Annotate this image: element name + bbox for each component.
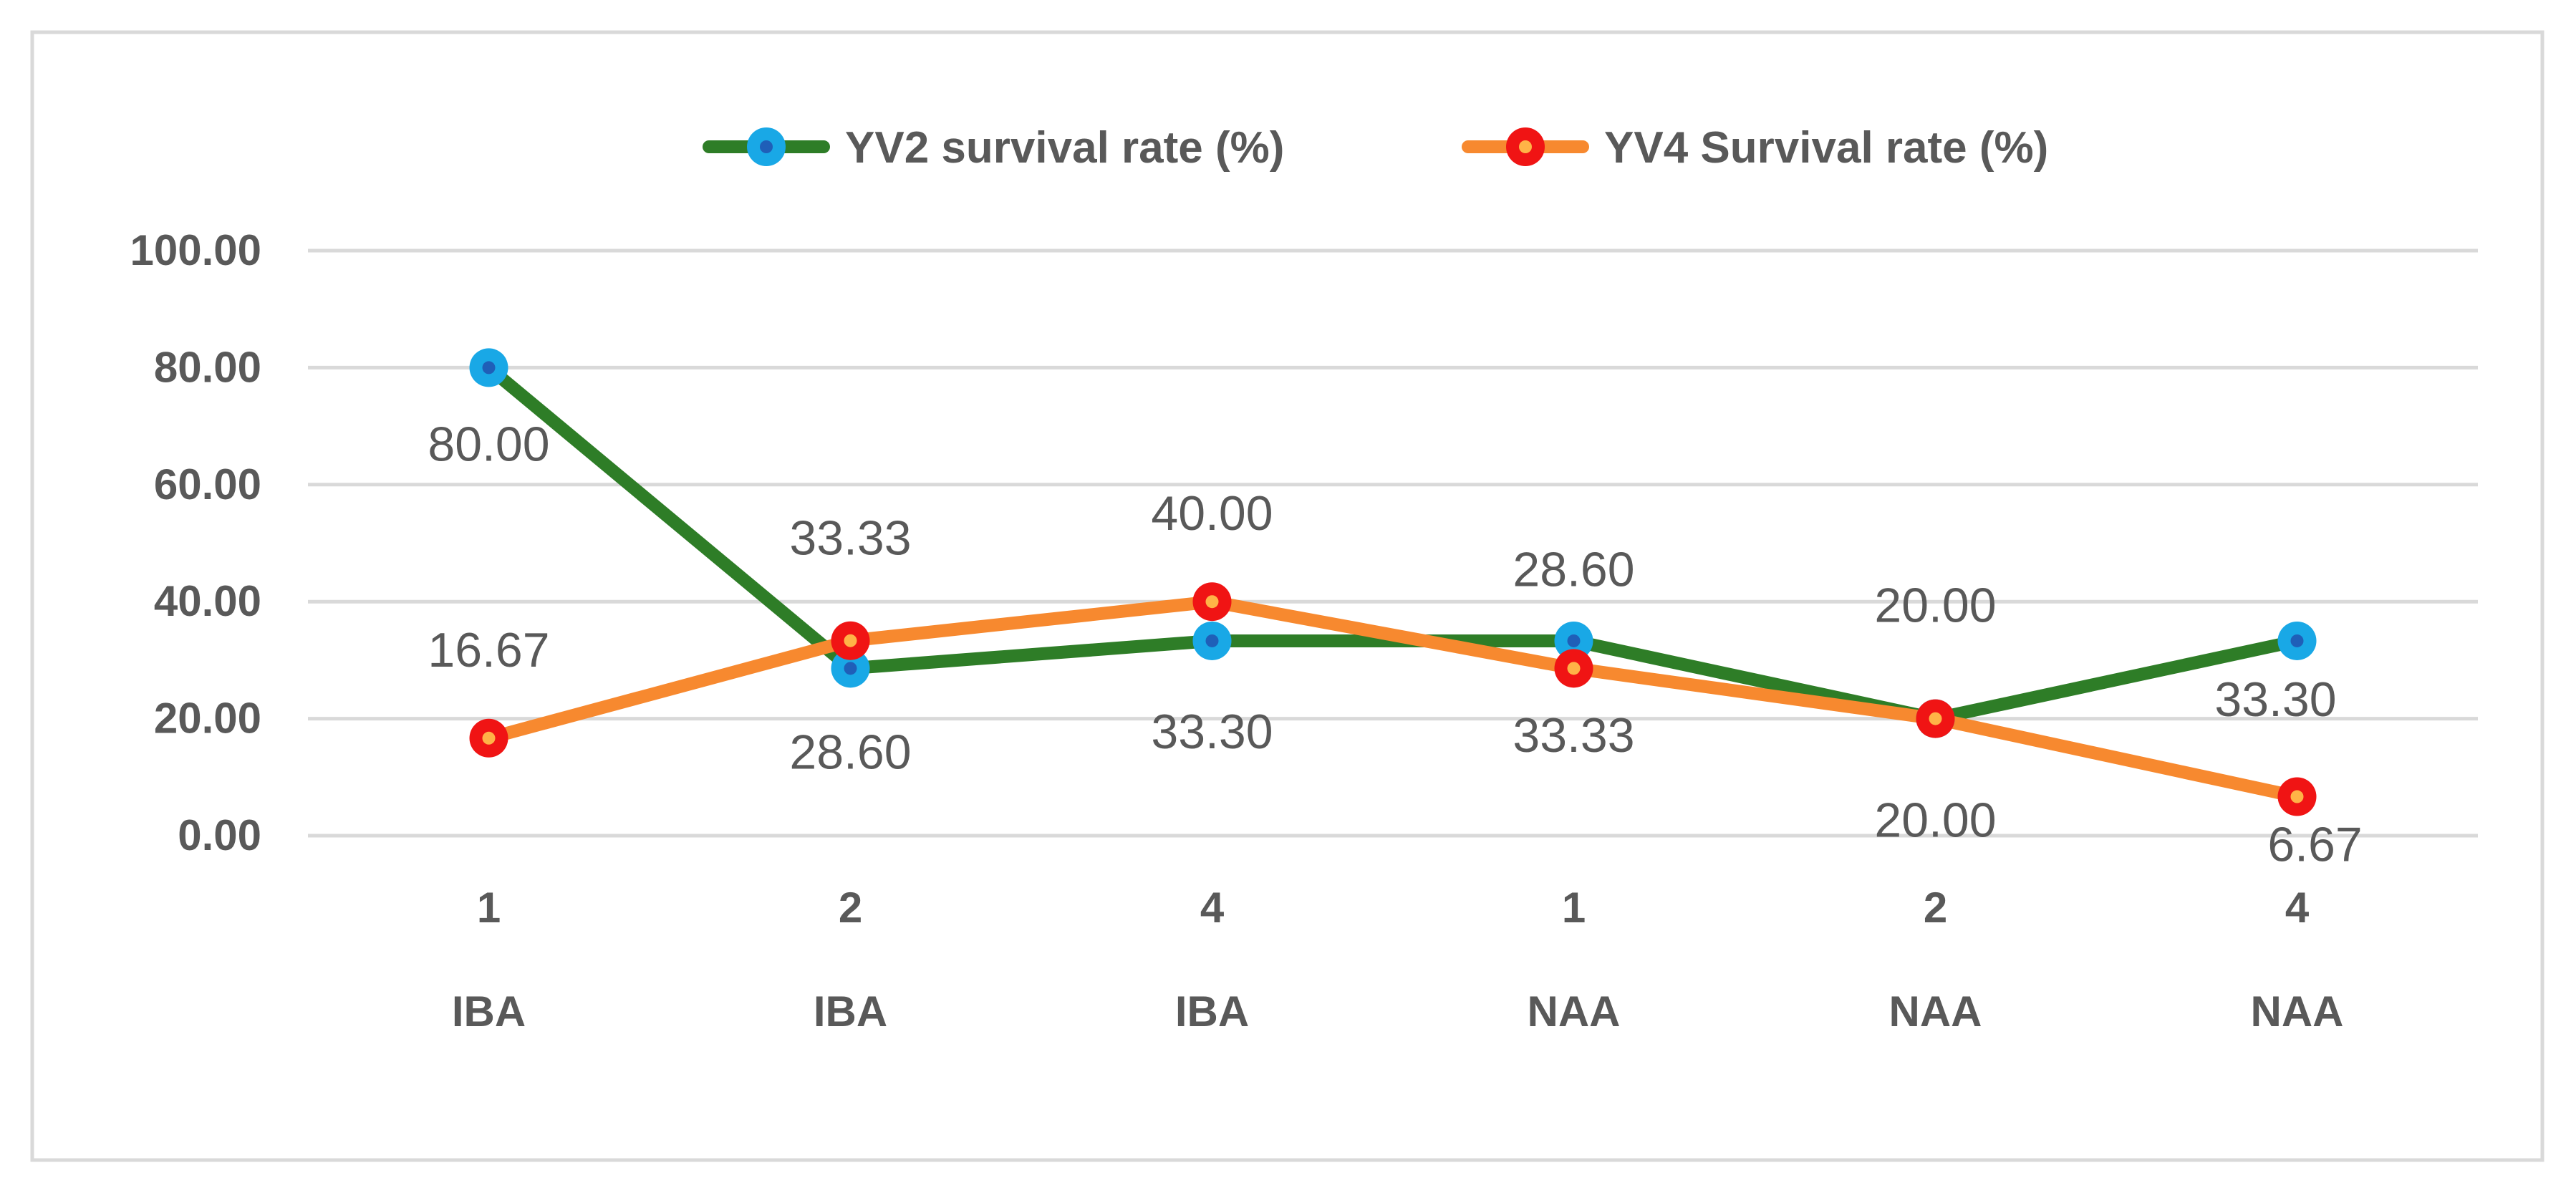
x-tick-concentration: 2	[1924, 884, 1947, 932]
data-label-s2-6: 6.67	[2267, 818, 2362, 872]
data-point-s2-1	[469, 718, 508, 758]
data-point-s1-3	[1192, 621, 1232, 660]
marker-dot	[2290, 634, 2304, 647]
marker-dot	[844, 634, 857, 647]
x-tick-hormone: NAA	[1889, 987, 1982, 1035]
data-point-s2-4	[1554, 649, 1593, 688]
data-label-s1-3: 33.30	[1151, 705, 1273, 759]
data-label-s1-1: 80.00	[428, 417, 549, 471]
x-tick-hormone: IBA	[1175, 987, 1249, 1035]
x-tick-hormone: IBA	[814, 987, 887, 1035]
data-point-s2-5	[1916, 699, 1955, 738]
data-label-s2-5: 20.00	[1874, 579, 1996, 633]
x-axis-ticks: 1 IBA 2 IBA 4 IBA 1 NAA 2 NAA 4 NAA	[452, 884, 2344, 1035]
gridlines	[308, 248, 2478, 838]
y-tick-label: 80.00	[154, 343, 261, 391]
marker-dot	[2290, 790, 2304, 803]
y-tick-label: 60.00	[154, 460, 261, 508]
data-label-s1-5: 20.00	[1874, 793, 1996, 848]
x-tick-concentration: 4	[2285, 884, 2310, 932]
marker-dot	[482, 361, 496, 375]
data-label-s1-4: 33.33	[1513, 708, 1634, 763]
series-line-2	[482, 595, 2304, 803]
legend: YV2 survival rate (%) YV4 Survival rate (…	[703, 123, 2048, 173]
y-tick-label: 20.00	[154, 695, 261, 743]
data-point-s1-6	[2277, 621, 2317, 660]
data-point-s2-6	[2277, 777, 2317, 816]
marker-dot	[1205, 634, 1219, 647]
data-label-s1-2: 28.60	[789, 725, 911, 779]
data-label-s2-4: 28.60	[1513, 542, 1634, 596]
y-axis-ticks: 0.00 20.00 40.00 60.00 80.00 100.00	[130, 226, 261, 859]
data-point-s1-4	[1554, 621, 1593, 660]
y-tick-label: 100.00	[130, 226, 261, 274]
marker-dot	[1929, 712, 1942, 725]
y-tick-label: 40.00	[154, 577, 261, 625]
data-label-s1-6: 33.30	[2214, 672, 2336, 727]
data-label-s2-2: 33.33	[789, 511, 911, 566]
marker-dot	[1567, 634, 1581, 647]
legend-marker-dot	[760, 140, 773, 153]
data-label-s2-1: 16.67	[428, 623, 549, 677]
marker-dot	[482, 731, 496, 745]
y-tick-label: 0.00	[178, 811, 261, 859]
data-point-s2-2	[831, 621, 870, 660]
x-tick-concentration: 2	[839, 884, 862, 932]
legend-item-1: YV2 survival rate (%)	[703, 123, 1284, 173]
data-point-s1-1	[469, 348, 508, 387]
data-point-s2-3	[1192, 582, 1232, 622]
legend-item-2: YV4 Survival rate (%)	[1462, 123, 2048, 173]
marker-dot	[1205, 595, 1219, 609]
data-point-s1-2	[831, 649, 870, 688]
data-labels: 80.00 28.60 33.30 33.33 20.00 33.30 16.67 33.33…	[428, 417, 2362, 871]
x-tick-hormone: NAA	[1528, 987, 1621, 1035]
x-tick-hormone: NAA	[2251, 987, 2344, 1035]
legend-label: YV4 Survival rate (%)	[1604, 123, 2048, 173]
chart-frame	[30, 30, 2544, 1162]
legend-marker-dot	[1519, 140, 1532, 153]
x-tick-concentration: 1	[1562, 884, 1586, 932]
series	[469, 348, 2317, 816]
legend-label: YV2 survival rate (%)	[845, 123, 1284, 173]
x-tick-concentration: 1	[477, 884, 501, 932]
marker-dot	[1567, 662, 1581, 675]
x-tick-hormone: IBA	[452, 987, 526, 1035]
data-label-s2-3: 40.00	[1151, 486, 1273, 541]
x-tick-concentration: 4	[1200, 884, 1225, 932]
marker-dot	[844, 662, 857, 675]
